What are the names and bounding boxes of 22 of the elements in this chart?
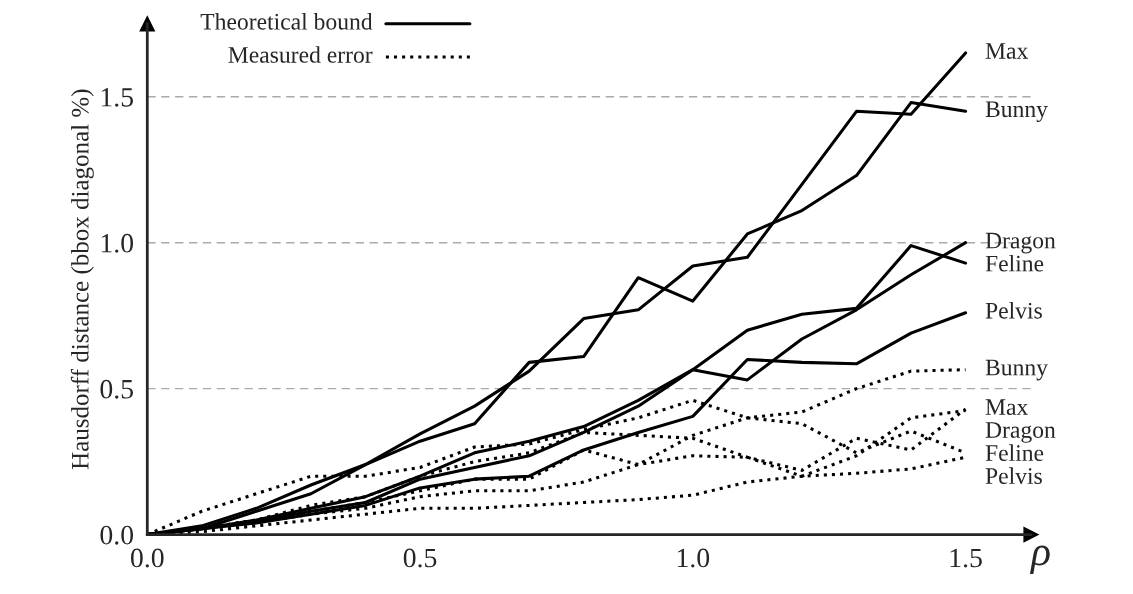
series-label: Dragon	[985, 422, 1056, 443]
series-label: Max	[985, 43, 1028, 59]
y-tick-label: 0.5	[100, 379, 134, 399]
x-tick-label: 1.5	[950, 548, 982, 568]
series-label: Feline	[985, 444, 1044, 461]
y-tick-label: 0.0	[100, 525, 134, 545]
series-label: Bunny	[985, 359, 1048, 381]
series-label: Max	[985, 399, 1028, 415]
x-tick-label: 1.0	[677, 548, 710, 568]
series-label: Dragon	[985, 232, 1056, 254]
x-tick-label: 0.0	[130, 548, 164, 568]
x-tick-label: 0.5	[403, 548, 437, 568]
series-label: Pelvis	[985, 302, 1042, 319]
annotation: Measured error	[228, 46, 373, 63]
y-tick-label: 1.0	[101, 233, 134, 253]
x-axis-title: ρ	[1029, 545, 1050, 574]
y-tick-label: 1.5	[101, 88, 134, 107]
series-label: Feline	[985, 254, 1044, 272]
y-axis-title: Hausdorff distance (bbox diagonal %)	[70, 89, 94, 470]
annotation: Theoretical bound	[200, 13, 373, 30]
series-label: Pelvis	[985, 467, 1042, 484]
series-label: Bunny	[985, 101, 1048, 123]
